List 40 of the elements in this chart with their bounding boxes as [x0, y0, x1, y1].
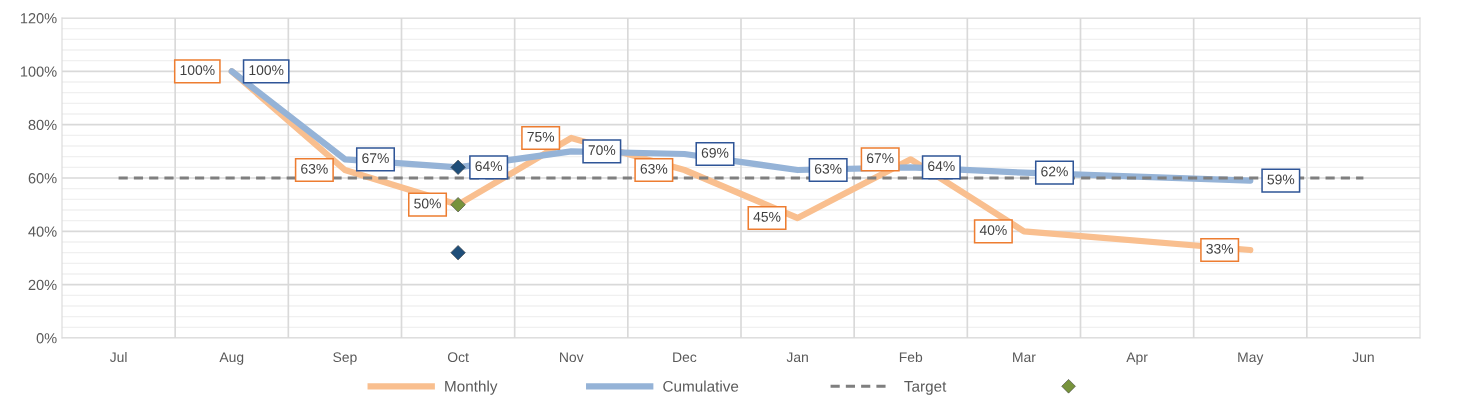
- y-tick-label: 100%: [20, 66, 57, 77]
- y-tick-label: 60%: [28, 173, 57, 184]
- data-label: 70%: [588, 145, 616, 156]
- data-label: 64%: [475, 161, 503, 172]
- data-label: 67%: [362, 153, 389, 164]
- data-label: 63%: [814, 163, 842, 174]
- y-tick-label: 120%: [20, 13, 57, 24]
- x-tick-label: Aug: [219, 352, 244, 365]
- x-tick-label: Oct: [447, 352, 469, 363]
- x-tick-label: Apr: [1126, 352, 1148, 365]
- data-label: 67%: [866, 153, 894, 164]
- y-tick-label: 0%: [36, 333, 57, 344]
- legend-label: Target: [904, 381, 947, 395]
- x-tick-label: Dec: [673, 352, 697, 363]
- x-tick-label: Sep: [333, 352, 357, 365]
- data-label: 40%: [979, 225, 1007, 236]
- data-label: 45%: [753, 211, 781, 222]
- legend-label: Cumulative: [663, 380, 739, 392]
- data-label: 100%: [180, 65, 215, 76]
- x-tick-label: Nov: [560, 352, 584, 363]
- data-label: 75%: [527, 131, 555, 142]
- data-label: 63%: [301, 163, 328, 174]
- data-label: 62%: [1041, 166, 1068, 177]
- data-label: 50%: [414, 198, 441, 209]
- x-tick-label: Jan: [786, 352, 808, 363]
- x-tick-label: Jul: [109, 351, 127, 363]
- legend-label: Monthly: [445, 380, 498, 395]
- data-label: 33%: [1206, 243, 1234, 254]
- y-tick-label: 80%: [28, 119, 57, 131]
- data-label: 59%: [1267, 174, 1295, 185]
- y-tick-label: 40%: [28, 226, 57, 237]
- data-label: 69%: [701, 147, 729, 158]
- data-label: 64%: [928, 161, 955, 172]
- x-tick-label: Jun: [1352, 352, 1374, 363]
- x-tick-label: Mar: [1013, 352, 1036, 363]
- data-label: 100%: [249, 65, 284, 76]
- x-tick-label: Feb: [899, 351, 923, 363]
- x-tick-label: May: [1238, 352, 1264, 365]
- data-label: 63%: [640, 163, 668, 174]
- y-tick-label: 20%: [28, 279, 57, 291]
